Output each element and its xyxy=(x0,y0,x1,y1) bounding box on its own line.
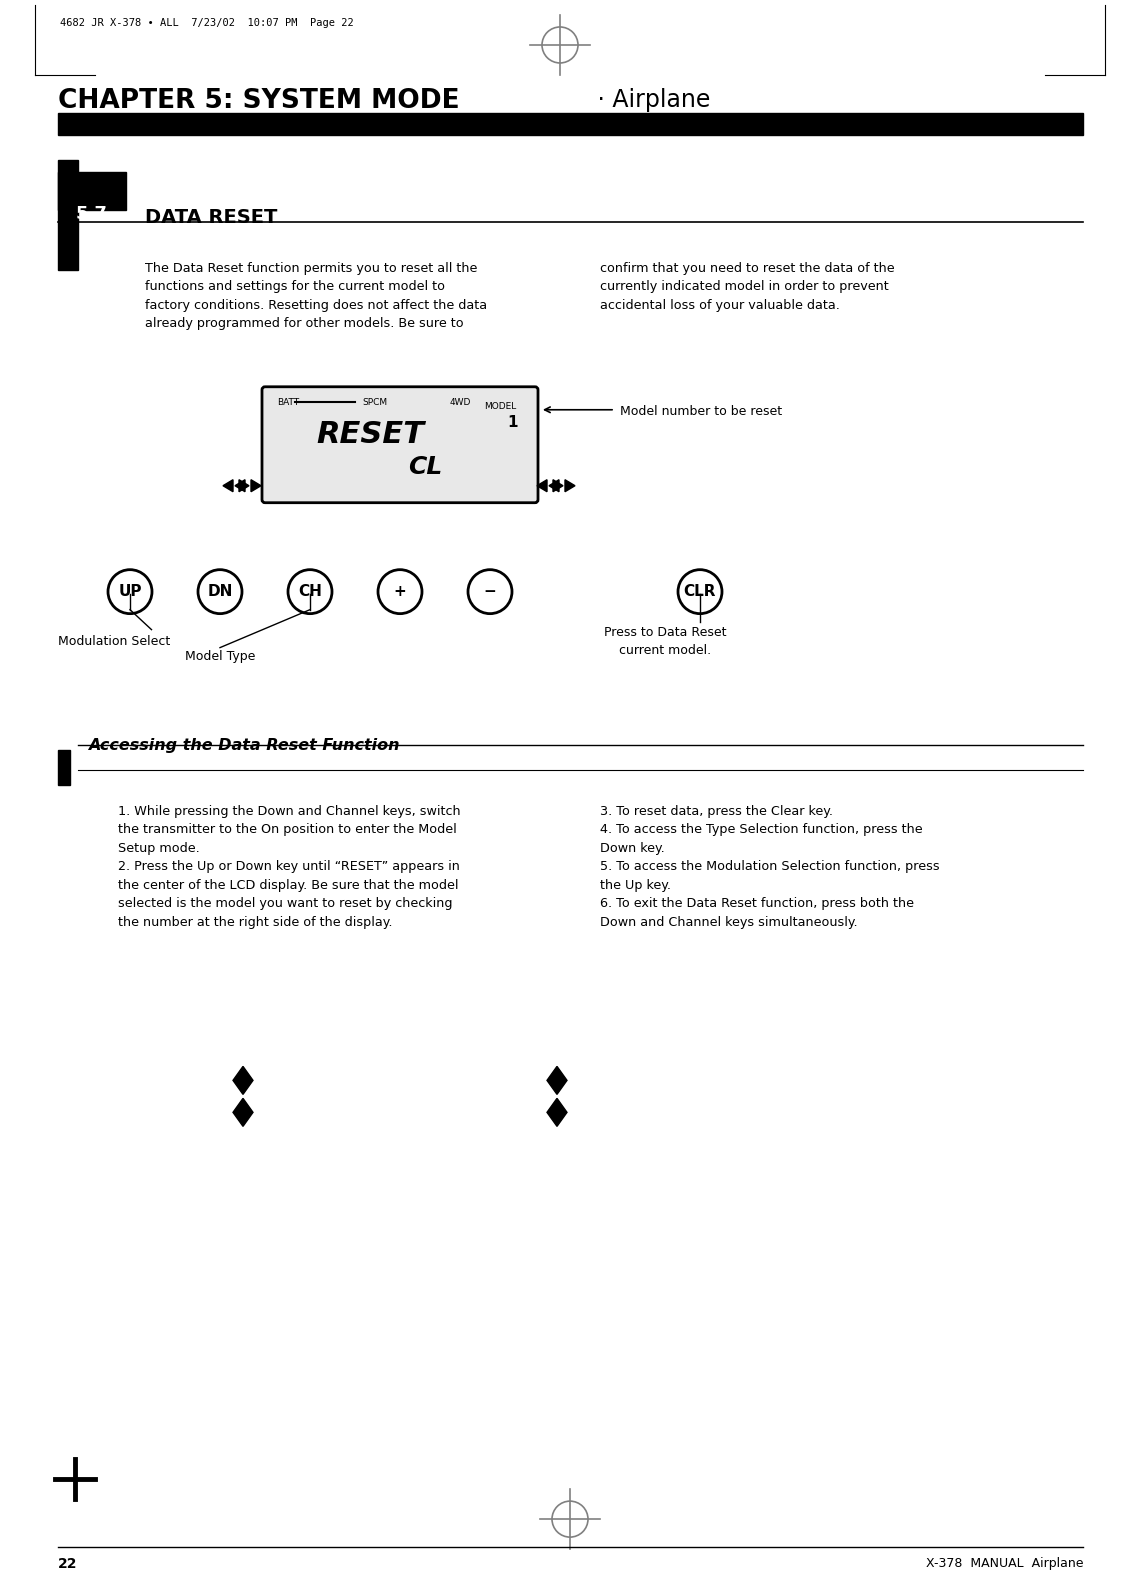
Text: 5.7: 5.7 xyxy=(76,205,108,224)
Text: CH: CH xyxy=(298,584,321,599)
Text: SPCM: SPCM xyxy=(363,398,388,406)
Text: Accessing the Data Reset Function: Accessing the Data Reset Function xyxy=(88,737,399,753)
Polygon shape xyxy=(549,480,559,491)
Text: DN: DN xyxy=(207,584,233,599)
Text: Press to Data Reset
current model.: Press to Data Reset current model. xyxy=(604,625,726,657)
Polygon shape xyxy=(223,480,233,491)
Polygon shape xyxy=(233,1066,253,1095)
Text: X-378  MANUAL  Airplane: X-378 MANUAL Airplane xyxy=(926,1558,1083,1570)
Text: 4682 JR X-378 • ALL  7/23/02  10:07 PM  Page 22: 4682 JR X-378 • ALL 7/23/02 10:07 PM Pag… xyxy=(60,17,353,28)
Text: CLR: CLR xyxy=(684,584,716,599)
Polygon shape xyxy=(547,1098,567,1126)
Bar xyxy=(58,161,78,269)
Text: · Airplane: · Airplane xyxy=(591,88,710,112)
Bar xyxy=(58,113,1083,135)
Text: Model number to be reset: Model number to be reset xyxy=(620,405,782,417)
Polygon shape xyxy=(565,480,575,491)
Bar xyxy=(58,750,70,784)
Polygon shape xyxy=(553,480,563,491)
Text: CHAPTER 5: SYSTEM MODE: CHAPTER 5: SYSTEM MODE xyxy=(58,88,459,113)
Text: RESET: RESET xyxy=(316,421,424,449)
Polygon shape xyxy=(235,480,245,491)
Text: confirm that you need to reset the data of the
currently indicated model in orde: confirm that you need to reset the data … xyxy=(600,261,895,312)
Text: 3. To reset data, press the Clear key.
4. To access the Type Selection function,: 3. To reset data, press the Clear key. 4… xyxy=(600,805,939,929)
Text: UP: UP xyxy=(119,584,141,599)
Polygon shape xyxy=(547,1066,567,1095)
Text: BATT: BATT xyxy=(277,398,299,406)
Text: Model Type: Model Type xyxy=(185,649,255,663)
Text: Modulation Select: Modulation Select xyxy=(58,635,170,647)
FancyBboxPatch shape xyxy=(262,387,538,502)
Polygon shape xyxy=(251,480,261,491)
Text: 1: 1 xyxy=(507,414,519,430)
Polygon shape xyxy=(537,480,547,491)
Text: DATA RESET: DATA RESET xyxy=(145,208,277,227)
Text: +: + xyxy=(393,584,406,599)
Text: MODEL: MODEL xyxy=(483,402,516,411)
Text: 22: 22 xyxy=(58,1558,78,1572)
Bar xyxy=(58,172,127,209)
Text: 1. While pressing the Down and Channel keys, switch
the transmitter to the On po: 1. While pressing the Down and Channel k… xyxy=(119,805,461,929)
Text: The Data Reset function permits you to reset all the
functions and settings for : The Data Reset function permits you to r… xyxy=(145,261,487,331)
Polygon shape xyxy=(239,480,249,491)
Text: 4WD: 4WD xyxy=(449,398,471,406)
Text: CL: CL xyxy=(408,455,442,479)
Text: −: − xyxy=(483,584,496,599)
Polygon shape xyxy=(233,1098,253,1126)
